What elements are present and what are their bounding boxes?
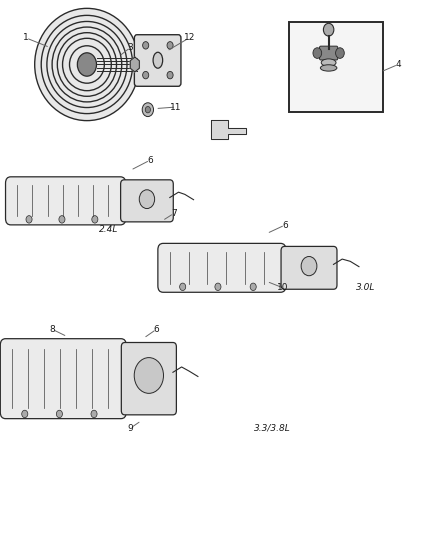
Circle shape bbox=[336, 48, 344, 59]
Ellipse shape bbox=[321, 59, 336, 66]
FancyBboxPatch shape bbox=[6, 177, 126, 225]
Text: 10: 10 bbox=[277, 283, 289, 292]
Circle shape bbox=[59, 216, 65, 223]
Ellipse shape bbox=[153, 52, 162, 68]
Circle shape bbox=[22, 410, 28, 418]
Polygon shape bbox=[130, 57, 139, 72]
Circle shape bbox=[167, 71, 173, 79]
Circle shape bbox=[143, 71, 149, 79]
FancyBboxPatch shape bbox=[121, 343, 177, 415]
Text: 3: 3 bbox=[127, 43, 133, 52]
Circle shape bbox=[57, 410, 63, 418]
Text: 1: 1 bbox=[23, 34, 29, 43]
Circle shape bbox=[250, 283, 256, 290]
Polygon shape bbox=[211, 120, 246, 139]
Circle shape bbox=[215, 283, 221, 290]
Circle shape bbox=[139, 190, 155, 208]
Text: 3.0L: 3.0L bbox=[356, 283, 375, 292]
Text: 3.3/3.8L: 3.3/3.8L bbox=[254, 424, 290, 433]
Text: 4: 4 bbox=[396, 60, 401, 69]
Circle shape bbox=[92, 216, 98, 223]
FancyBboxPatch shape bbox=[158, 244, 286, 292]
FancyBboxPatch shape bbox=[134, 35, 181, 86]
Bar bbox=[290, 22, 383, 112]
Text: 12: 12 bbox=[184, 34, 195, 43]
Ellipse shape bbox=[320, 64, 337, 71]
Text: 6: 6 bbox=[282, 221, 288, 230]
Circle shape bbox=[91, 410, 97, 418]
FancyBboxPatch shape bbox=[120, 180, 173, 222]
Text: 2.4L: 2.4L bbox=[99, 225, 118, 234]
Text: 6: 6 bbox=[154, 325, 159, 334]
Text: 8: 8 bbox=[49, 325, 55, 334]
Circle shape bbox=[26, 216, 32, 223]
Circle shape bbox=[143, 42, 149, 49]
Circle shape bbox=[323, 23, 334, 36]
Circle shape bbox=[313, 48, 321, 59]
Circle shape bbox=[145, 107, 151, 113]
Text: 7: 7 bbox=[171, 209, 177, 218]
FancyBboxPatch shape bbox=[281, 246, 337, 289]
Circle shape bbox=[301, 256, 317, 276]
Circle shape bbox=[134, 358, 163, 393]
FancyBboxPatch shape bbox=[0, 338, 126, 418]
Circle shape bbox=[78, 53, 96, 76]
Circle shape bbox=[167, 42, 173, 49]
Circle shape bbox=[142, 103, 154, 117]
Text: 9: 9 bbox=[127, 424, 133, 433]
Ellipse shape bbox=[35, 9, 139, 120]
FancyBboxPatch shape bbox=[319, 46, 338, 60]
Circle shape bbox=[180, 283, 186, 290]
Text: 6: 6 bbox=[147, 156, 153, 165]
Text: 11: 11 bbox=[170, 102, 182, 111]
